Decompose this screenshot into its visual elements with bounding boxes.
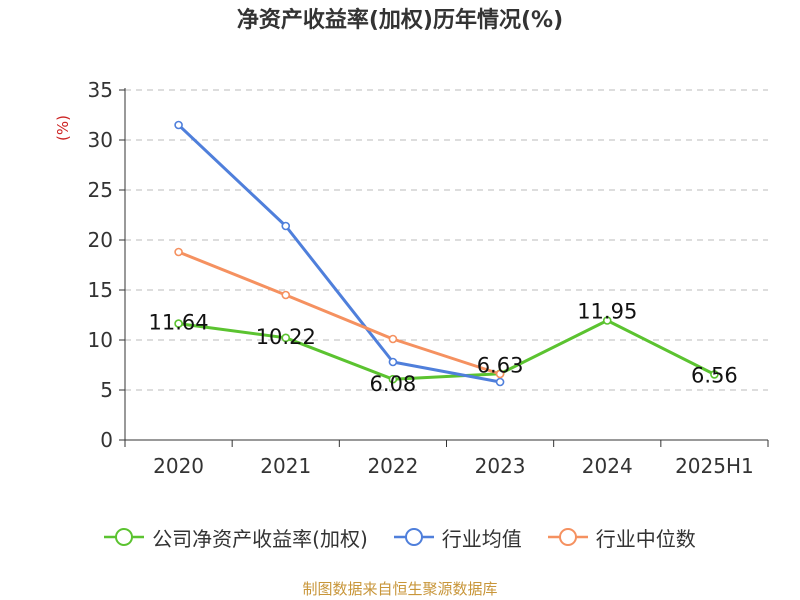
legend-swatch (104, 528, 145, 546)
y-tick-label: 35 (88, 78, 113, 102)
y-tick-label: 10 (88, 328, 113, 352)
data-point (174, 319, 183, 328)
legend-label: 行业均值 (441, 526, 522, 551)
data-point (710, 370, 719, 379)
data-point (281, 333, 291, 343)
legend-label: 公司净资产收益率(加权) (152, 526, 368, 551)
data-point (388, 334, 398, 344)
data-labels: 11.64 10.22 6.08 6.63 11.95 6.56 (149, 300, 738, 397)
grid-lines (125, 89, 768, 391)
data-label: 10.22 (256, 325, 316, 349)
legend-swatch (393, 528, 434, 546)
data-point (281, 221, 291, 231)
axes: 0 5 10 15 20 25 30 35 2020 2021 2022 2023 2024 2025H1 (88, 78, 769, 478)
legend-marker (404, 528, 423, 546)
chart-title: 净资产收益率(加权)历年情况(%) (236, 8, 564, 33)
y-tick-label: 25 (88, 178, 113, 202)
source-note: 制图数据来自恒生聚源数据库 (302, 580, 498, 598)
legend-label: 行业中位数 (595, 526, 696, 551)
y-tick-label: 15 (88, 278, 113, 302)
data-point (495, 377, 505, 387)
data-point (174, 247, 183, 257)
x-tick-label: 2022 (367, 454, 418, 478)
y-tick-label: 0 (100, 428, 113, 452)
legend-swatch (547, 528, 588, 546)
series-lines (174, 120, 719, 387)
x-tick-label: 2024 (582, 454, 633, 478)
data-label: 6.08 (370, 372, 417, 396)
legend-item[interactable]: 公司净资产收益率(加权) (104, 523, 368, 552)
data-label: 11.64 (149, 311, 209, 335)
y-tick-label: 20 (88, 228, 113, 252)
y-axis-label: (%) (54, 115, 72, 141)
data-label: 11.95 (577, 300, 637, 324)
data-point (388, 374, 398, 384)
y-tick-label: 30 (88, 128, 113, 152)
legend-marker (558, 528, 577, 546)
x-tick-label: 2023 (475, 454, 526, 478)
legend-item[interactable]: 行业均值 (393, 523, 522, 552)
series-line (178, 250, 501, 376)
legend-item[interactable]: 行业中位数 (547, 523, 696, 552)
series-line (177, 123, 501, 384)
x-tick-label: 2021 (260, 454, 311, 478)
data-point (495, 369, 505, 379)
series-line (178, 319, 716, 381)
y-tick-label: 5 (100, 378, 113, 402)
legend: 公司净资产收益率(加权) 行业均值 行业中位数 (0, 520, 800, 554)
legend-marker (115, 528, 134, 546)
x-tick-label: 2025H1 (675, 454, 754, 478)
data-label: 6.56 (691, 363, 738, 387)
x-tick-label: 2020 (153, 454, 204, 478)
data-point (281, 290, 291, 300)
data-label: 6.63 (477, 354, 524, 378)
data-point (388, 357, 398, 367)
data-point (174, 120, 183, 130)
data-point (602, 316, 612, 325)
